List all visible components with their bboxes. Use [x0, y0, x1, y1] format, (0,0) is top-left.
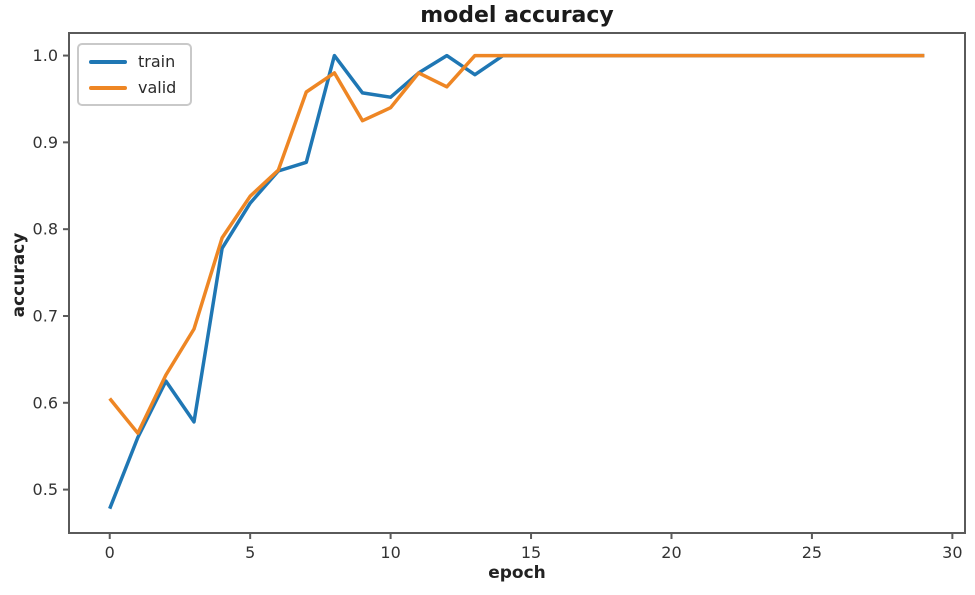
y-tick-label: 0.5	[33, 480, 58, 499]
x-tick-label: 5	[245, 543, 255, 562]
x-tick-label: 10	[380, 543, 400, 562]
x-tick-label: 0	[105, 543, 115, 562]
legend-item-valid: valid	[89, 78, 176, 97]
legend-label-valid: valid	[138, 77, 177, 97]
valid-line-swatch	[89, 85, 127, 90]
y-tick-label: 0.8	[33, 220, 58, 239]
plot-border	[68, 32, 966, 534]
legend: train valid	[77, 43, 193, 106]
train-line	[108, 53, 925, 510]
x-tick-label: 20	[661, 543, 681, 562]
y-tick-label: 0.9	[33, 133, 58, 152]
legend-item-train: train	[89, 52, 176, 71]
y-tick-label: 0.7	[33, 306, 58, 325]
y-tick-label: 1.0	[33, 46, 58, 65]
y-tick-label: 0.6	[33, 393, 58, 412]
x-tick-label: 25	[802, 543, 822, 562]
valid-line	[108, 53, 925, 435]
x-tick-label: 30	[942, 543, 962, 562]
y-axis-label: accuracy	[9, 232, 29, 318]
legend-label-train: train	[138, 51, 176, 71]
train-line-swatch	[89, 59, 127, 64]
x-tick-label: 15	[521, 543, 541, 562]
chart-title: model accuracy	[420, 3, 614, 28]
x-axis-label: epoch	[488, 563, 546, 583]
